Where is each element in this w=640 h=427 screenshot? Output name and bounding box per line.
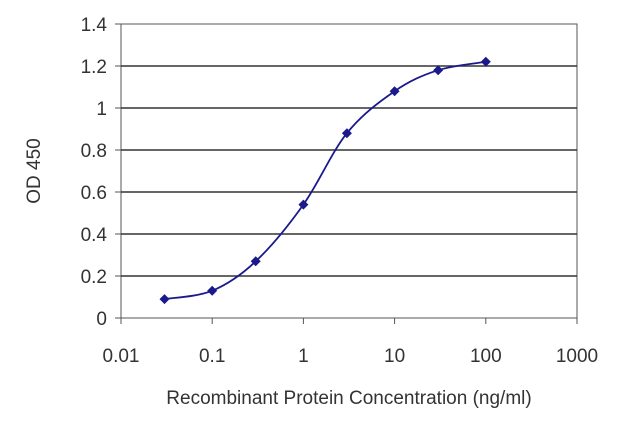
x-tick-label-2: 1 <box>298 346 309 367</box>
series-line-0 <box>164 60 486 300</box>
y-tick-label-2: 0.4 <box>81 225 108 246</box>
data-point-0-2 <box>250 256 261 267</box>
y-tick-label-4: 0.8 <box>81 141 107 162</box>
data-point-0-6 <box>433 65 444 76</box>
y-tick-label-3: 0.6 <box>81 183 107 204</box>
x-axis-title: Recombinant Protein Concentration (ng/ml… <box>166 388 531 409</box>
series-group <box>159 56 491 305</box>
y-tick-label-7: 1.4 <box>81 15 108 36</box>
y-tick-labels: 0 0.2 0.4 0.6 0.8 1 1.2 1.4 <box>81 15 121 330</box>
data-point-0-3 <box>298 199 309 210</box>
x-tick-label-5: 1000 <box>556 346 598 367</box>
y-tick-label-6: 1.2 <box>81 57 107 78</box>
grid-lines <box>121 65 577 277</box>
data-point-0-0 <box>159 294 170 305</box>
y-tick-label-0: 0 <box>96 309 107 330</box>
data-point-0-1 <box>207 285 218 296</box>
plot-area <box>120 23 578 319</box>
x-tick-label-1: 0.1 <box>199 346 225 367</box>
y-axis-title: OD 450 <box>24 138 45 203</box>
x-tick-label-0: 0.01 <box>103 346 140 367</box>
y-tick-label-1: 0.2 <box>81 267 107 288</box>
data-point-0-4 <box>341 128 352 139</box>
x-tick-label-3: 10 <box>384 346 405 367</box>
data-point-0-5 <box>389 86 400 97</box>
x-tick-labels: 0.01 0.1 1 10 100 1000 <box>103 318 598 367</box>
x-tick-label-4: 100 <box>470 346 502 367</box>
y-tick-label-5: 1 <box>96 99 107 120</box>
data-point-0-7 <box>480 56 491 67</box>
